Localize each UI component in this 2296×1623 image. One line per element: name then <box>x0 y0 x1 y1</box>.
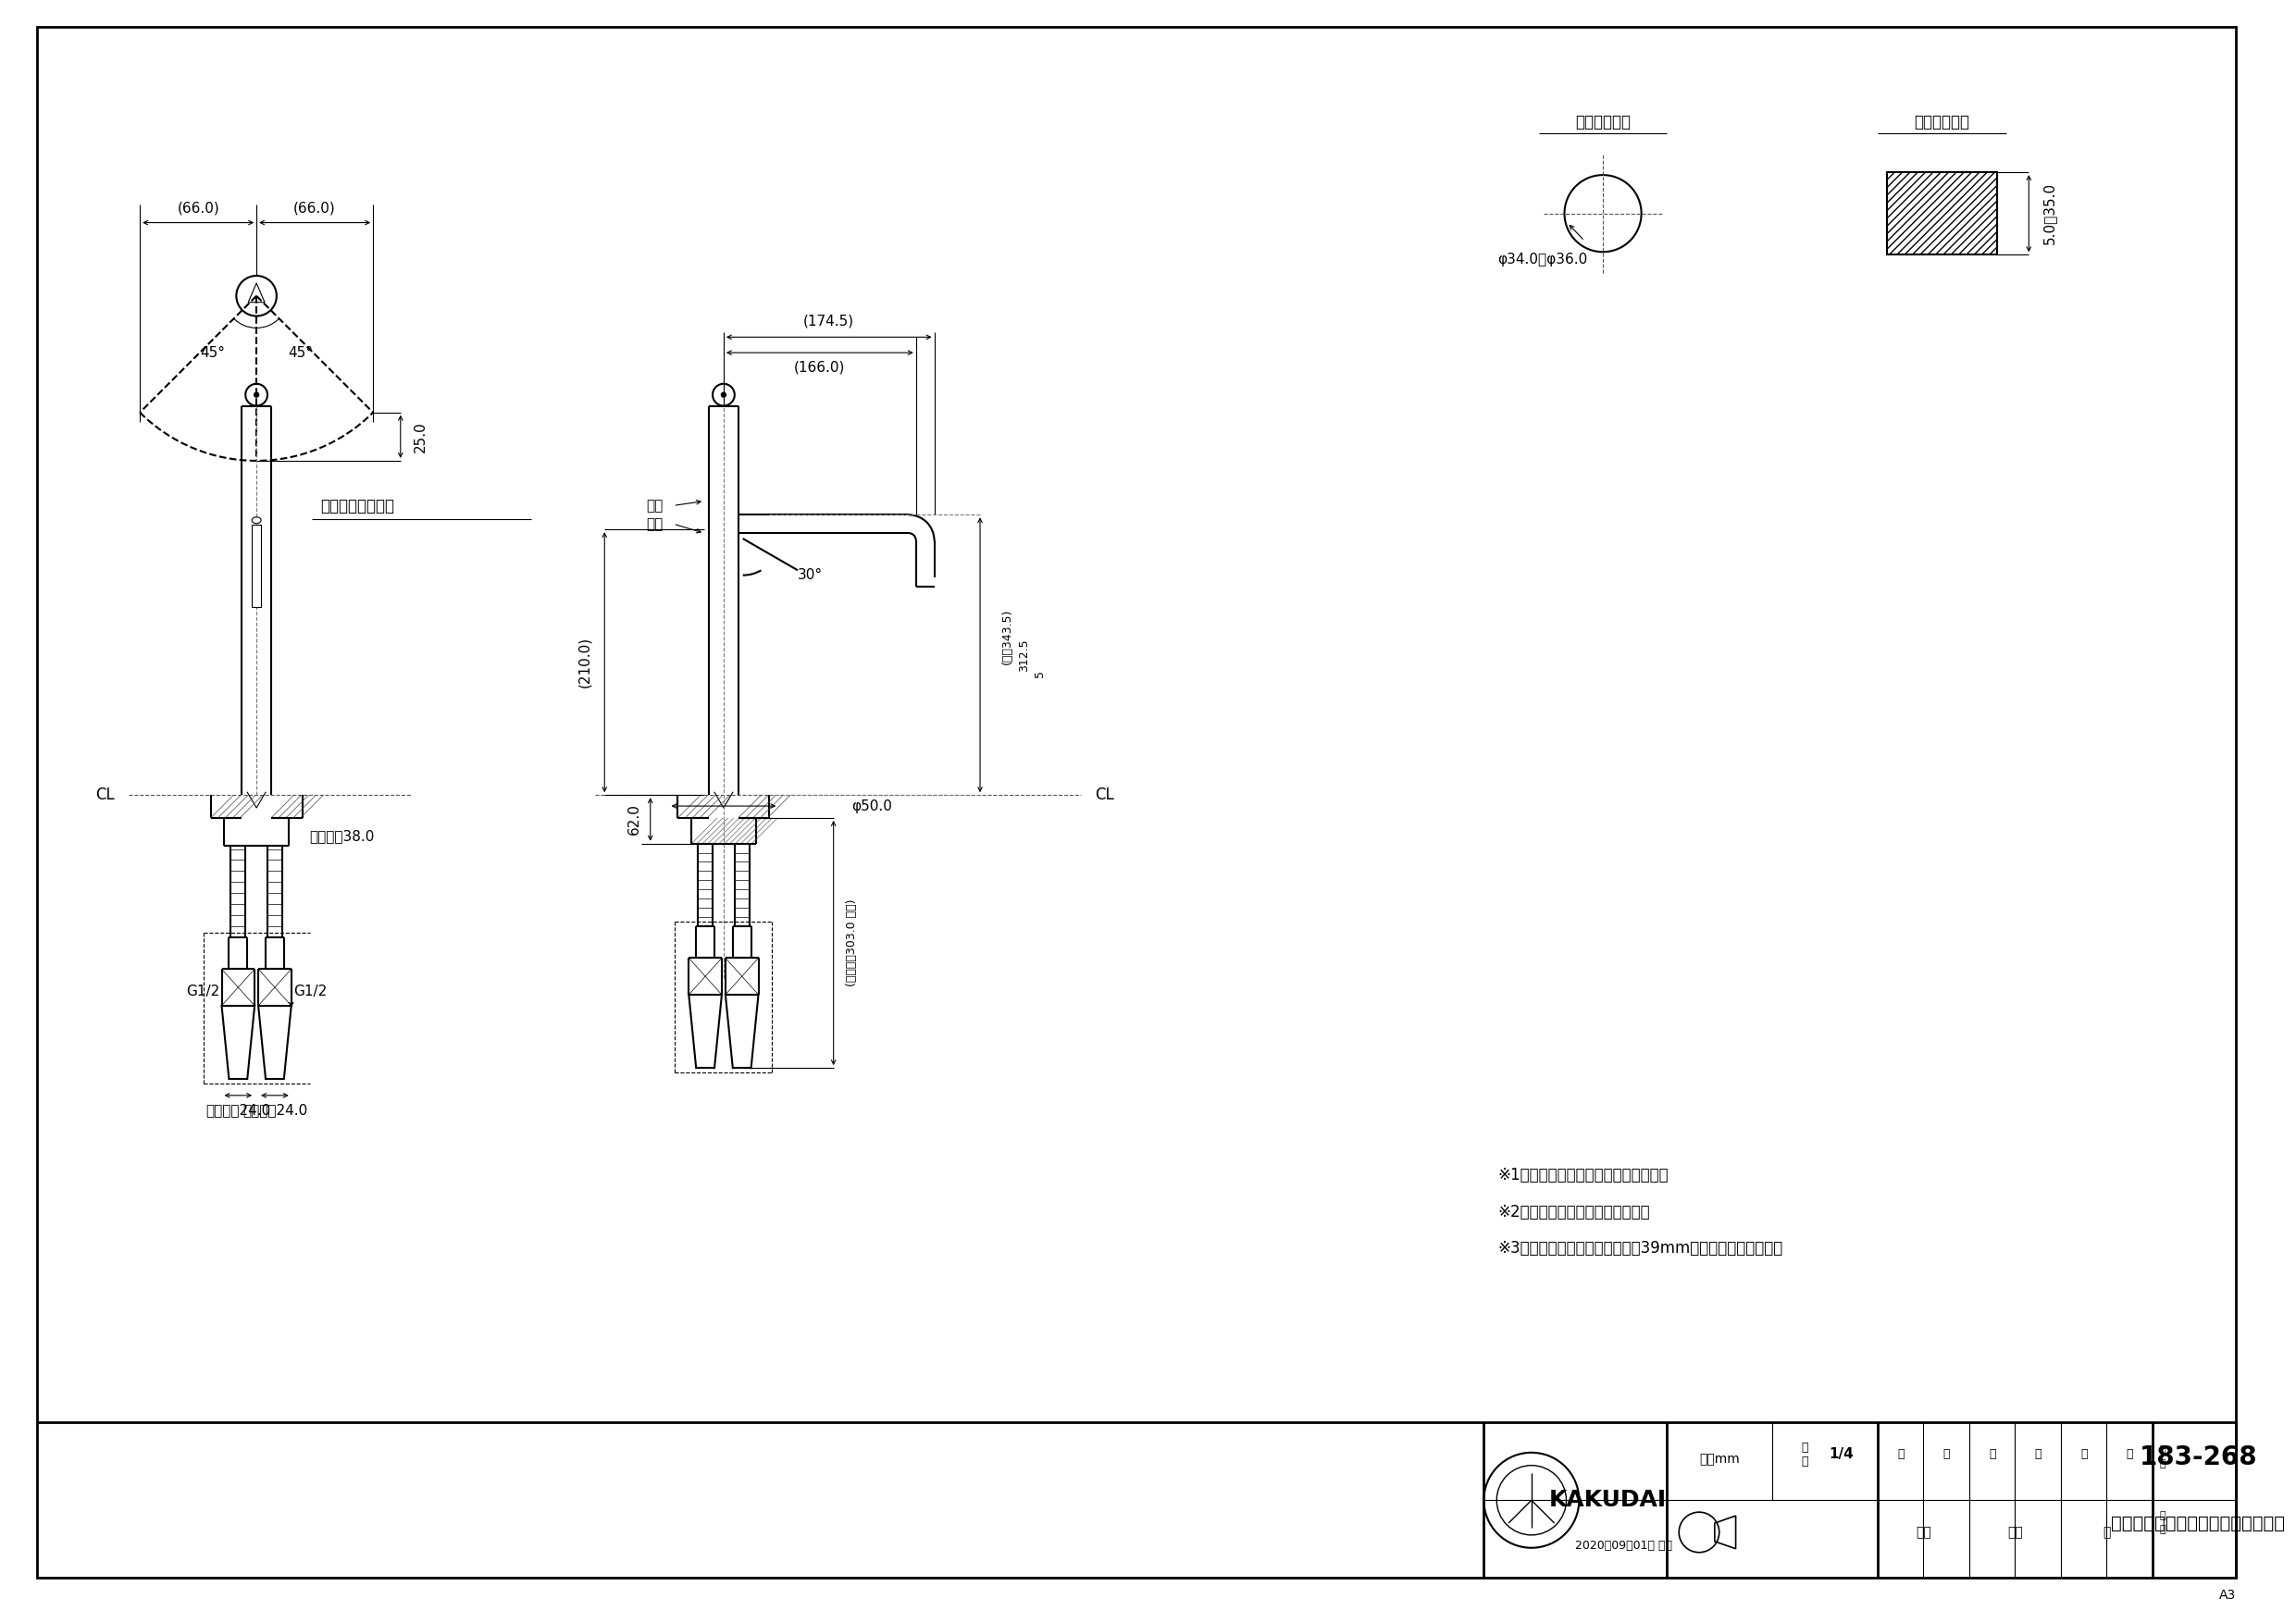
Text: 止水: 止水 <box>645 518 664 531</box>
Text: 六角対辺24.0: 六角対辺24.0 <box>243 1104 308 1117</box>
Text: 番: 番 <box>2161 1459 2165 1469</box>
Text: 図: 図 <box>2034 1448 2041 1461</box>
Text: 検: 検 <box>1988 1448 1995 1461</box>
Text: 5.0～35.0: 5.0～35.0 <box>2041 182 2055 245</box>
Text: 六角対辺38.0: 六角対辺38.0 <box>310 829 374 844</box>
Text: φ50.0: φ50.0 <box>852 799 893 813</box>
Text: 天板締付範囲: 天板締付範囲 <box>1915 114 1970 130</box>
Bar <box>1887 172 1998 255</box>
Text: 5: 5 <box>1033 670 1045 677</box>
Text: 62.0: 62.0 <box>627 803 641 834</box>
Text: 山田: 山田 <box>2007 1526 2023 1539</box>
Text: 六角対辺24.0: 六角対辺24.0 <box>207 1104 271 1117</box>
Text: ※2　止水栓を必ず設置すること。: ※2 止水栓を必ず設置すること。 <box>1497 1203 1651 1220</box>
Text: 30°: 30° <box>797 568 822 583</box>
Text: (66.0): (66.0) <box>294 201 335 214</box>
Text: KAKUDAI: KAKUDAI <box>1550 1488 1667 1511</box>
Text: 1/4: 1/4 <box>1828 1448 1853 1461</box>
Ellipse shape <box>253 518 262 524</box>
Bar <box>253 524 262 607</box>
Text: 尺
度: 尺 度 <box>1800 1441 1807 1467</box>
Text: 天板取付穴径: 天板取付穴径 <box>1575 114 1630 130</box>
Text: ※1　（　）内寸法は参考寸法である。: ※1 （ ）内寸法は参考寸法である。 <box>1497 1167 1669 1183</box>
Text: シングルレバー混合水歏（トール）: シングルレバー混合水歏（トール） <box>2112 1514 2285 1532</box>
Text: 製: 製 <box>1896 1448 1903 1461</box>
Text: CL: CL <box>1095 787 1114 803</box>
Text: A3: A3 <box>2218 1589 2236 1602</box>
Text: 品: 品 <box>2161 1444 2165 1454</box>
Text: ※3　ブレードホースは曲げ半彄39mm以上を確保すること。: ※3 ブレードホースは曲げ半彄39mm以上を確保すること。 <box>1497 1240 1782 1256</box>
Text: 25.0: 25.0 <box>413 420 427 453</box>
Text: 品: 品 <box>2161 1511 2165 1521</box>
Text: (174.5): (174.5) <box>804 315 854 328</box>
Text: 認: 認 <box>2126 1448 2133 1461</box>
Text: 名: 名 <box>2161 1526 2165 1534</box>
Text: 183-268: 183-268 <box>2140 1444 2257 1470</box>
Text: 45°: 45° <box>287 346 312 360</box>
Text: (配管より303.0 配管): (配管より303.0 配管) <box>845 899 859 987</box>
Text: 単位mm: 単位mm <box>1699 1453 1740 1466</box>
Text: G1/2: G1/2 <box>294 985 326 998</box>
Text: ハンドル回転角度: ハンドル回転角度 <box>321 498 395 514</box>
Text: 45°: 45° <box>200 346 225 360</box>
Text: 312.5: 312.5 <box>1017 638 1031 672</box>
Text: 祝: 祝 <box>2103 1526 2110 1539</box>
Text: 図: 図 <box>1942 1448 1949 1461</box>
Text: (166.0): (166.0) <box>794 360 845 375</box>
Text: G1/2: G1/2 <box>186 985 220 998</box>
Text: (210.0): (210.0) <box>576 636 592 688</box>
Text: φ34.0～φ36.0: φ34.0～φ36.0 <box>1497 252 1587 266</box>
Text: 吐水: 吐水 <box>645 498 664 513</box>
Text: (参考343.5): (参考343.5) <box>1001 609 1013 664</box>
Text: 黒崎: 黒崎 <box>1915 1526 1931 1539</box>
Text: 2020年09月01日 作成: 2020年09月01日 作成 <box>1575 1540 1671 1552</box>
Text: (66.0): (66.0) <box>177 201 220 214</box>
Circle shape <box>255 393 259 398</box>
Text: CL: CL <box>96 787 115 803</box>
Text: 承: 承 <box>2080 1448 2087 1461</box>
Circle shape <box>721 393 726 398</box>
